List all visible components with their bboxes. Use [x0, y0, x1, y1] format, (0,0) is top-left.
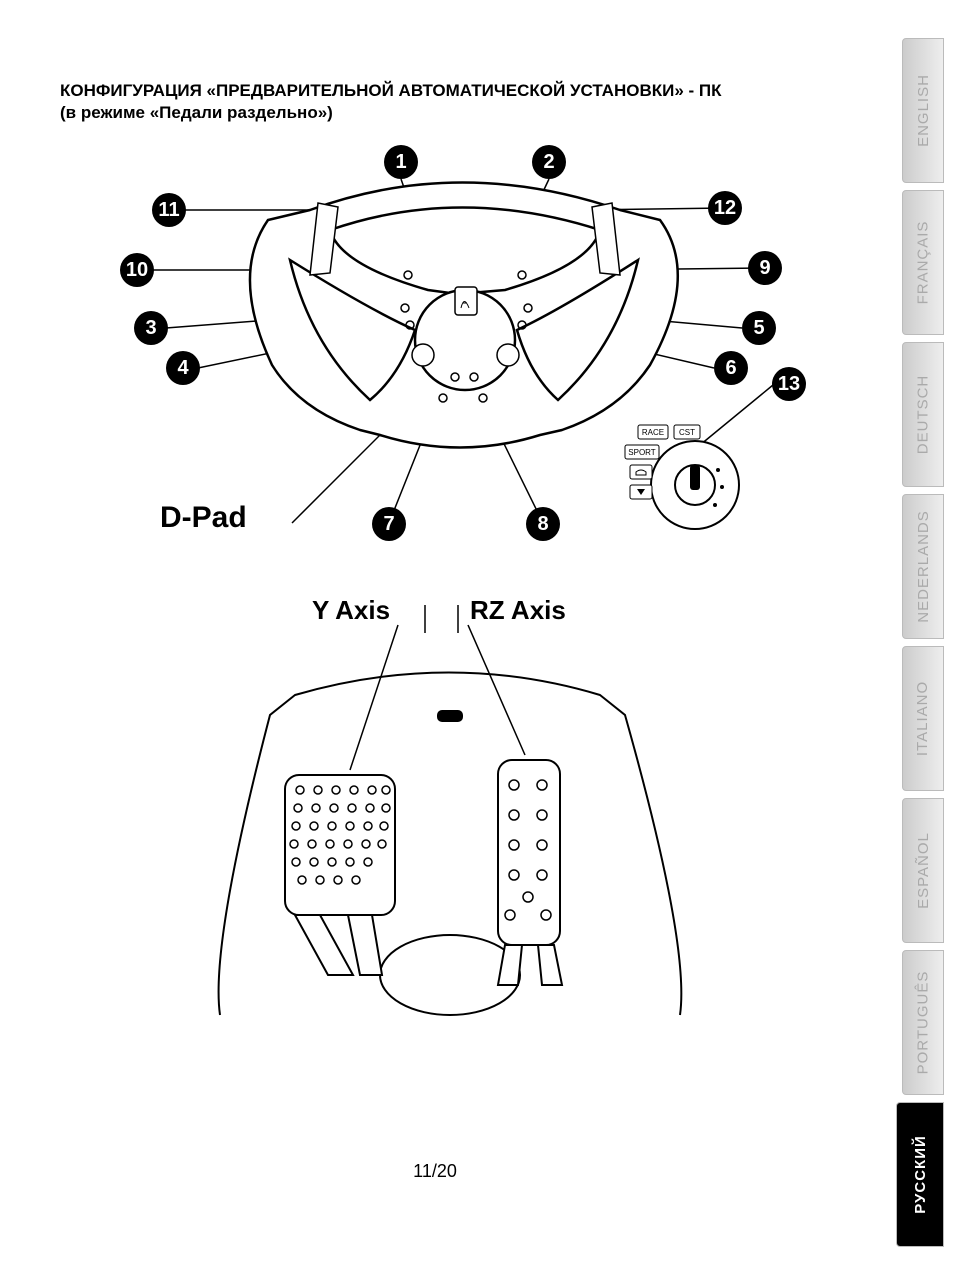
lang-tab-nederlands[interactable]: NEDERLANDS	[902, 494, 944, 639]
callout-10: 10	[120, 253, 154, 287]
lang-tab-label: ENGLISH	[915, 74, 932, 147]
config-title: КОНФИГУРАЦИЯ «ПРЕДВАРИТЕЛЬНОЙ АВТОМАТИЧЕ…	[60, 80, 850, 102]
callout-9: 9	[748, 251, 782, 285]
callout-13: 13	[772, 367, 806, 401]
lang-tab-label: FRANÇAIS	[915, 221, 932, 305]
pedals-svg	[180, 595, 720, 1025]
callout-1: 1	[384, 145, 418, 179]
dpad-label: D-Pad	[160, 501, 247, 535]
lang-tab-label: NEDERLANDS	[915, 510, 932, 623]
lang-tab-english[interactable]: ENGLISH	[902, 38, 944, 183]
lang-tab-label: ITALIANO	[915, 681, 932, 756]
rz-axis-label: RZ Axis	[470, 595, 566, 626]
lang-tab-label: РУССКИЙ	[912, 1135, 929, 1214]
callout-11: 11	[152, 193, 186, 227]
lang-tab-italiano[interactable]: ITALIANO	[902, 646, 944, 791]
lang-tab-français[interactable]: FRANÇAIS	[902, 190, 944, 335]
lang-tab-português[interactable]: PORTUGUÊS	[902, 950, 944, 1095]
callout-3: 3	[134, 311, 168, 345]
config-subtitle: (в режиме «Педали раздельно»)	[60, 102, 850, 124]
lang-tab-label: DEUTSCH	[915, 375, 932, 455]
lang-tab-español[interactable]: ESPAÑOL	[902, 798, 944, 943]
callout-6: 6	[714, 351, 748, 385]
lang-tab-label: ESPAÑOL	[915, 832, 932, 909]
callout-8: 8	[526, 507, 560, 541]
manettino-sport-label: SPORT	[628, 448, 656, 457]
manettino-cst-label: CST	[679, 428, 695, 437]
lang-tab-русский[interactable]: РУССКИЙ	[896, 1102, 944, 1247]
callout-4: 4	[166, 351, 200, 385]
lang-tab-deutsch[interactable]: DEUTSCH	[902, 342, 944, 487]
manettino-detail: RACE CST SPORT	[620, 415, 750, 540]
callout-5: 5	[742, 311, 776, 345]
pedals-diagram: Y Axis RZ Axis	[180, 595, 720, 1025]
lang-tab-label: PORTUGUÊS	[915, 971, 932, 1075]
page-header: КОНФИГУРАЦИЯ «ПРЕДВАРИТЕЛЬНОЙ АВТОМАТИЧЕ…	[60, 80, 850, 124]
manettino-race-label: RACE	[642, 428, 664, 437]
callout-2: 2	[532, 145, 566, 179]
callout-12: 12	[708, 191, 742, 225]
language-tabs: ENGLISH FRANÇAIS DEUTSCH NEDERLANDS ITALIANO…	[890, 20, 954, 1270]
steering-wheel-diagram: RACE CST SPORT 12111210935461378 D-Pad	[60, 145, 820, 545]
page-number: 11/20	[0, 1161, 870, 1182]
y-axis-label: Y Axis	[312, 595, 390, 626]
callout-7: 7	[372, 507, 406, 541]
